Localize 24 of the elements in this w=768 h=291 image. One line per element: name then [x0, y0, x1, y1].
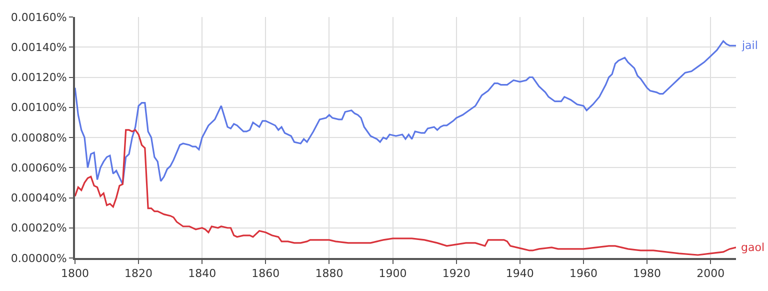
x-tick-label: 1800	[61, 267, 89, 280]
series-label: gaol	[741, 241, 765, 254]
x-tick-label: 1880	[315, 267, 344, 280]
y-tick-label: 0.00100%	[10, 101, 67, 114]
y-tick-label: 0.00040%	[10, 192, 67, 205]
series-label: jail	[741, 39, 758, 52]
x-tick-label: 1980	[633, 267, 662, 280]
y-tick-label: 0.00080%	[10, 131, 67, 144]
y-tick-label: 0.00060%	[10, 161, 67, 174]
y-tick-label: 0.00140%	[10, 40, 67, 54]
x-tick-label: 2000	[696, 267, 725, 280]
y-tick-label: 0.00160%	[10, 10, 67, 24]
line-series	[75, 40, 736, 185]
y-tick-label: 0.00120%	[10, 71, 67, 84]
x-tick-label: 1960	[569, 267, 598, 280]
x-tick-label: 1820	[124, 267, 153, 280]
x-tick-label: 1860	[252, 267, 280, 280]
x-tick-label: 1920	[442, 267, 470, 280]
x-tick-label: 1940	[506, 267, 534, 280]
y-tick-label: 0.00020%	[10, 222, 67, 235]
y-tick-label: 0.00000%	[10, 252, 67, 265]
x-tick-label: 1840	[188, 267, 216, 280]
x-tick-label: 1900	[378, 267, 407, 280]
line-series	[75, 129, 736, 256]
